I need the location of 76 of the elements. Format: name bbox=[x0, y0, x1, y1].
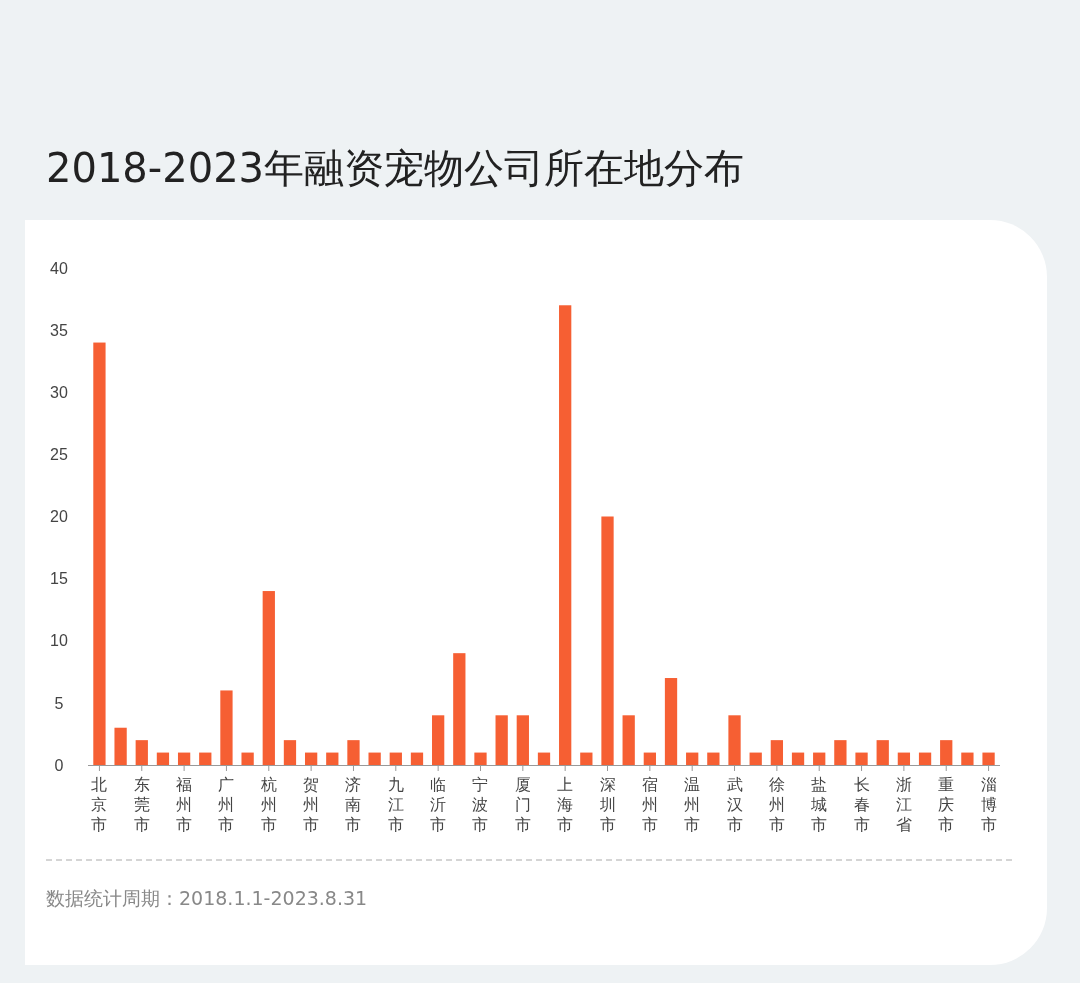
bar bbox=[559, 305, 572, 765]
bar bbox=[135, 740, 148, 765]
bar bbox=[241, 752, 254, 765]
bar bbox=[982, 752, 995, 765]
chart-title: 2018-2023年融资宠物公司所在地分布 bbox=[46, 145, 745, 191]
y-tick-label: 0 bbox=[54, 756, 64, 774]
x-tick-label: 贺州市 bbox=[303, 775, 320, 834]
x-tick-label: 重庆市 bbox=[938, 775, 955, 834]
bar bbox=[643, 752, 656, 765]
bar bbox=[220, 690, 233, 765]
x-tick-label: 广州市 bbox=[218, 775, 235, 834]
x-tick-label: 九江市 bbox=[387, 775, 404, 834]
bar bbox=[601, 516, 614, 765]
bar bbox=[918, 752, 932, 765]
x-tick-label: 宿州市 bbox=[641, 775, 658, 834]
bar bbox=[897, 752, 911, 765]
x-tick-label: 宁波市 bbox=[472, 775, 489, 834]
x-tick-label: 上海市 bbox=[557, 775, 574, 834]
bar bbox=[580, 752, 593, 765]
x-tick-label: 盐城市 bbox=[810, 775, 828, 834]
bar bbox=[368, 752, 381, 765]
bar bbox=[686, 752, 699, 765]
x-tick-label: 长春市 bbox=[853, 775, 870, 834]
bar bbox=[749, 752, 762, 765]
bar bbox=[622, 715, 635, 765]
x-tick-label: 北京市 bbox=[91, 775, 108, 834]
bar bbox=[410, 752, 424, 765]
bar bbox=[474, 752, 487, 765]
x-tick-label: 济南市 bbox=[345, 775, 362, 834]
bar bbox=[156, 752, 170, 765]
bar bbox=[855, 752, 868, 765]
y-tick-label: 25 bbox=[50, 445, 68, 463]
y-tick-label: 35 bbox=[50, 321, 68, 339]
bar bbox=[262, 591, 275, 765]
bar bbox=[728, 715, 741, 765]
bar bbox=[93, 342, 106, 765]
x-tick-label: 温州市 bbox=[684, 775, 701, 834]
bar bbox=[114, 727, 127, 765]
x-tick-label: 杭州市 bbox=[259, 775, 277, 834]
bar bbox=[813, 752, 826, 765]
y-tick-label: 5 bbox=[54, 694, 64, 712]
x-tick-label: 徐州市 bbox=[768, 775, 785, 834]
y-tick-label: 15 bbox=[50, 570, 68, 588]
bar bbox=[770, 740, 784, 765]
x-tick-label: 厦门市 bbox=[514, 775, 531, 834]
x-tick-label: 深圳市 bbox=[598, 775, 616, 834]
bar bbox=[516, 715, 529, 765]
bar bbox=[707, 752, 720, 765]
bar bbox=[283, 740, 297, 765]
bar bbox=[961, 752, 974, 765]
bar bbox=[791, 752, 805, 765]
y-tick-label: 10 bbox=[50, 632, 68, 650]
text: 数据统计周期：2018.1.1-2023.8.31 bbox=[46, 887, 368, 909]
bar bbox=[834, 740, 847, 765]
bar bbox=[389, 752, 402, 765]
bar bbox=[876, 740, 889, 765]
bar bbox=[199, 752, 212, 765]
bar bbox=[326, 752, 339, 765]
x-tick-label: 东莞市 bbox=[133, 775, 150, 834]
x-tick-label: 临沂市 bbox=[430, 775, 447, 834]
bar bbox=[177, 752, 191, 765]
y-tick-label: 30 bbox=[50, 383, 68, 401]
bar bbox=[537, 752, 551, 765]
bar bbox=[304, 752, 318, 765]
x-tick-label: 淄博市 bbox=[980, 775, 997, 834]
bar bbox=[495, 715, 508, 765]
bar bbox=[432, 715, 445, 765]
bar bbox=[347, 740, 360, 765]
x-tick-label: 福州市 bbox=[176, 775, 193, 834]
y-tick-label: 20 bbox=[50, 508, 68, 526]
bar bbox=[453, 653, 466, 765]
x-tick-label: 浙江省 bbox=[895, 775, 912, 834]
bar bbox=[940, 740, 953, 765]
y-tick-label: 40 bbox=[50, 259, 68, 277]
x-tick-label: 武汉市 bbox=[726, 775, 743, 834]
bar bbox=[664, 678, 678, 765]
